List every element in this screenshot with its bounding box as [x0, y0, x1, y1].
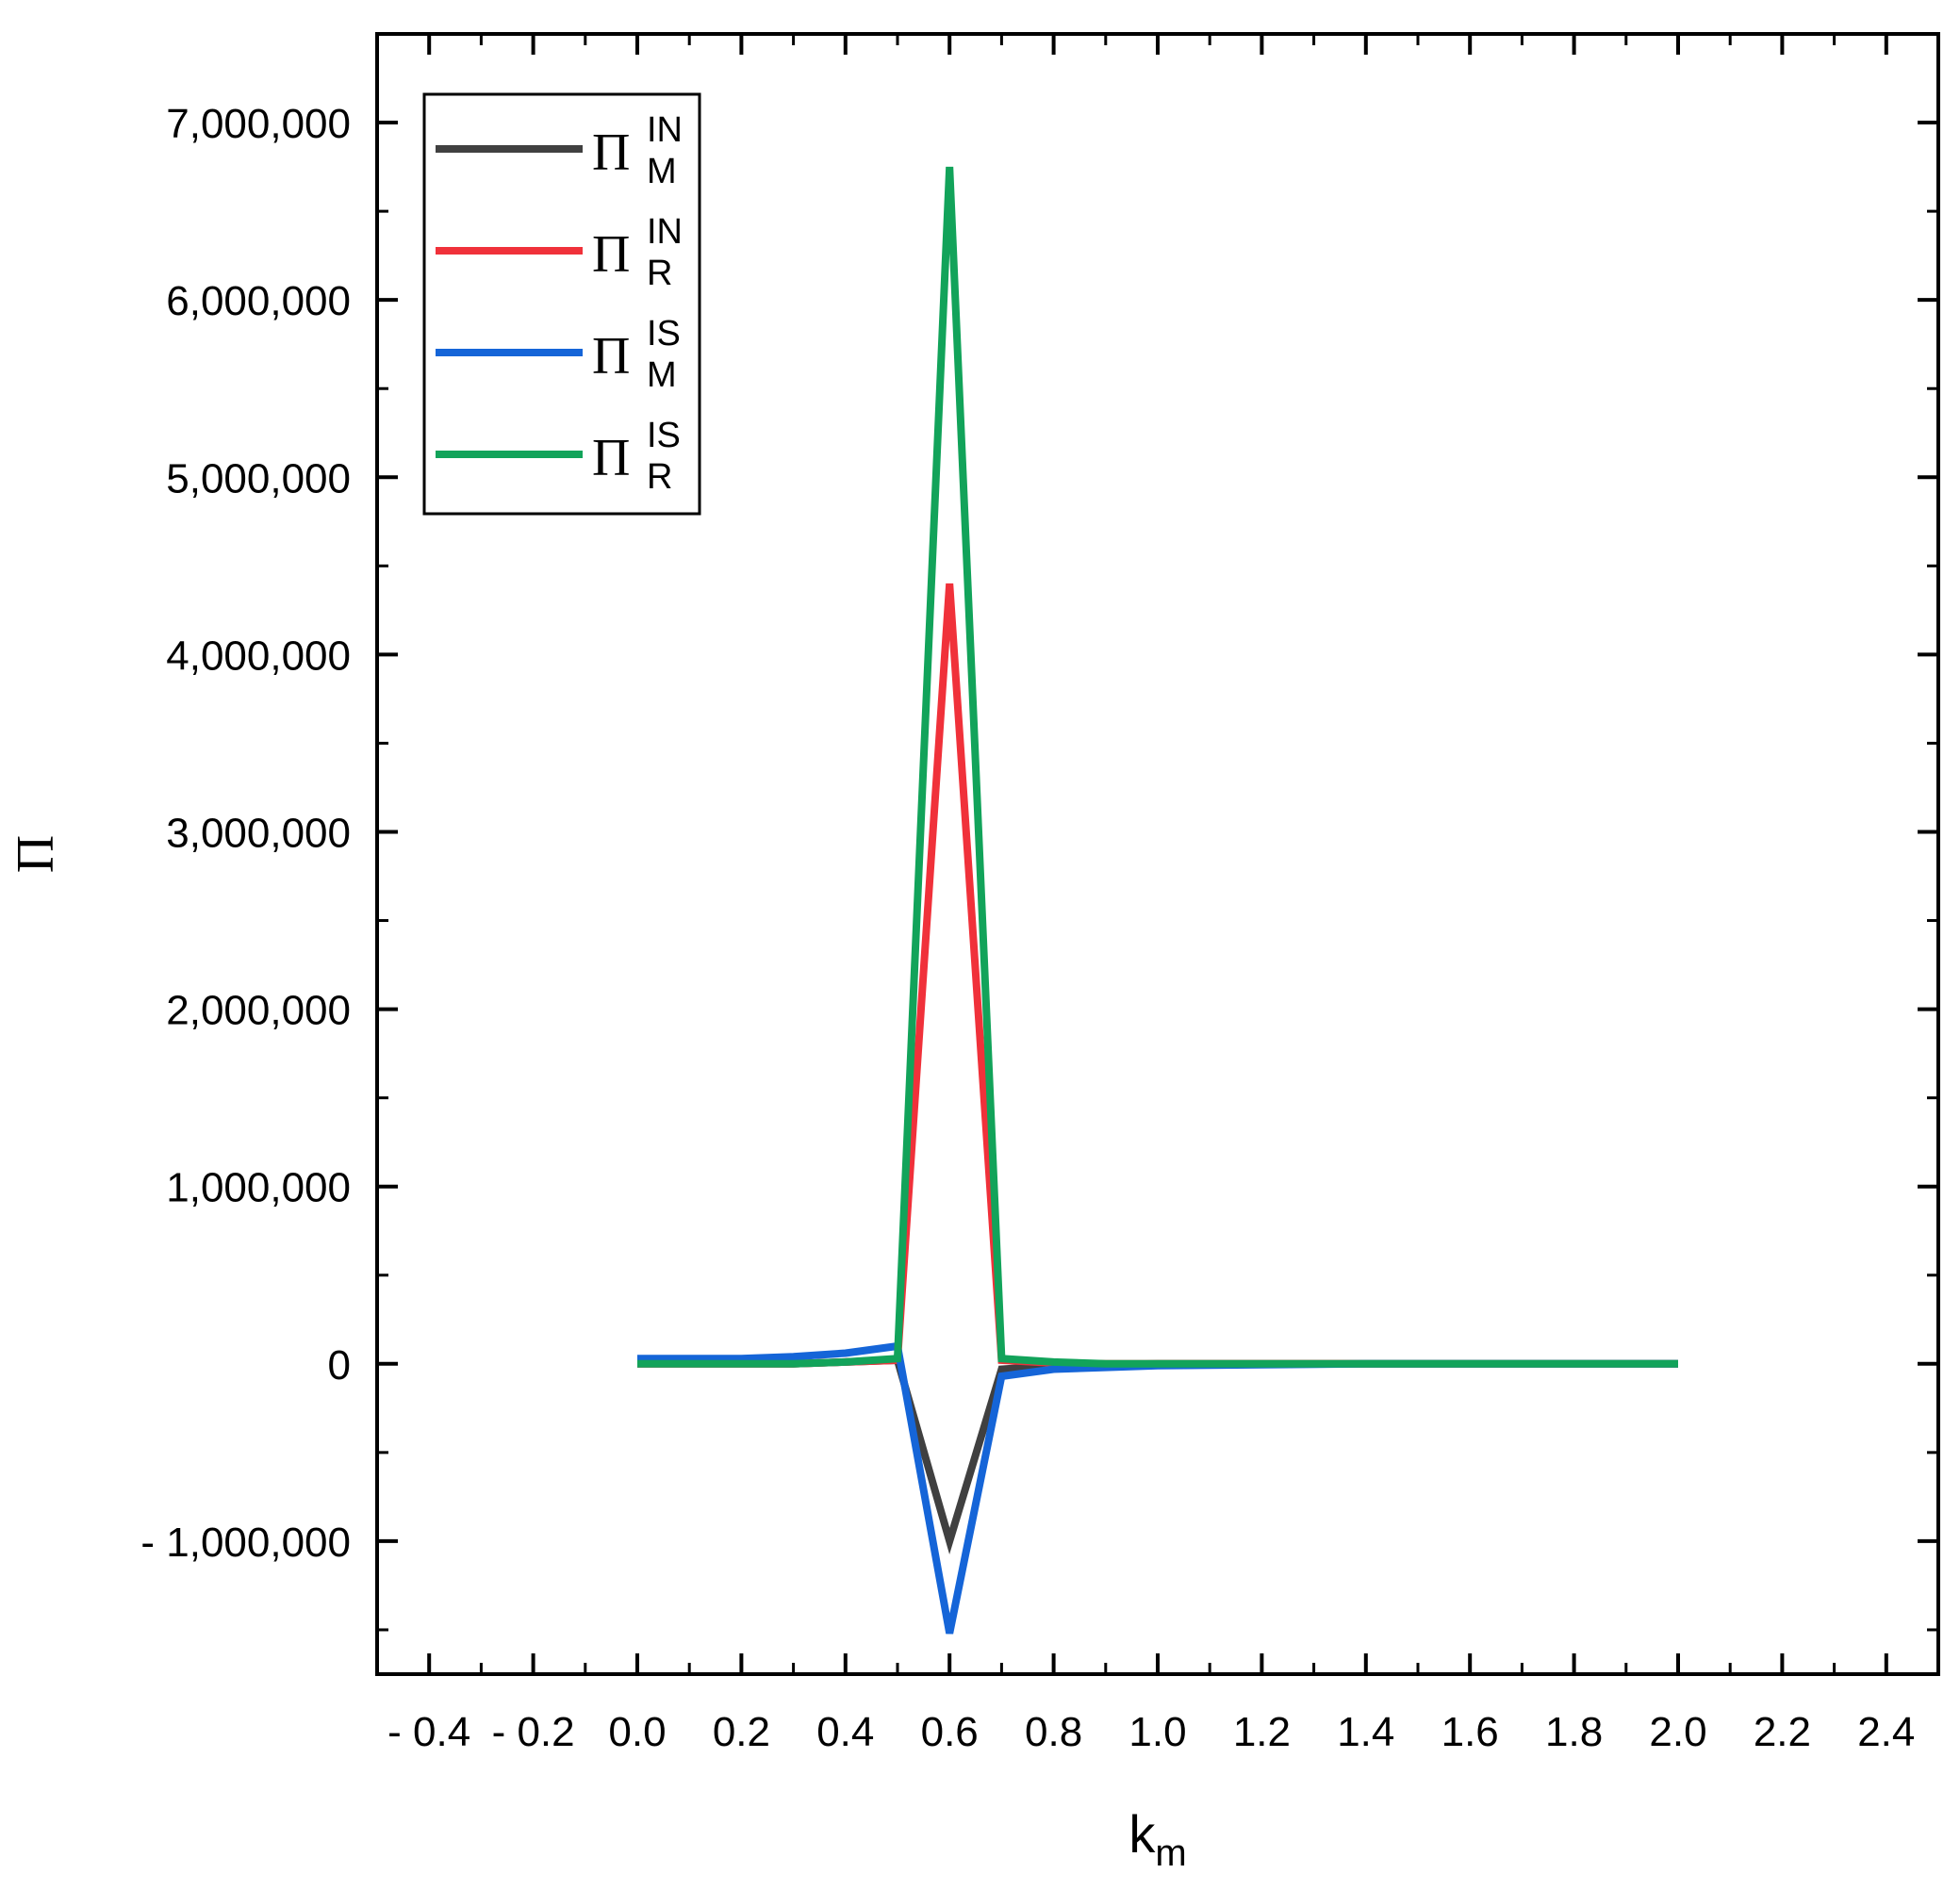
legend-sup-3: IS [647, 416, 681, 455]
series-line-1 [637, 583, 1678, 1368]
y-tick-label: 4,000,000 [166, 633, 351, 679]
x-tick-labels: - 0.4 - 0.2 0.0 0.2 0.4 0.6 0.8 1.0 1.2 1.4 1.6 1.8… [387, 1709, 1915, 1755]
series-lines [637, 166, 1678, 1635]
y-tick-label: 5,000,000 [166, 455, 351, 501]
legend-label-0: Π [592, 123, 630, 182]
y-tick-label: 2,000,000 [166, 988, 351, 1034]
series-line-0 [637, 1356, 1678, 1555]
legend-label-1: Π [592, 225, 630, 284]
x-tick-label: 1.8 [1545, 1709, 1603, 1755]
legend-label-3: Π [592, 429, 630, 487]
x-tick-label: 2.0 [1649, 1709, 1706, 1755]
legend-sub-3: R [647, 457, 672, 497]
x-tick-label: 1.0 [1128, 1709, 1186, 1755]
legend-sub-0: M [647, 152, 677, 191]
x-tick-label: 0.2 [713, 1709, 770, 1755]
y-tick-labels: - 1,000,000 0 1,000,000 2,000,000 3,000,000 4… [140, 101, 351, 1566]
x-tick-label: - 0.2 [492, 1709, 575, 1755]
plot-frame [375, 32, 1940, 1676]
x-tick-label: 1.6 [1441, 1709, 1499, 1755]
x-axis-title: km [1128, 1804, 1186, 1874]
y-tick-label: - 1,000,000 [140, 1520, 351, 1566]
x-tick-label: 1.2 [1233, 1709, 1291, 1755]
legend-sup-2: IS [647, 314, 681, 353]
y-tick-label: 0 [328, 1342, 351, 1389]
legend-sup-0: IN [647, 110, 683, 150]
x-tick-label: 0.4 [816, 1709, 874, 1755]
y-axis-title: Π [7, 835, 65, 873]
y-tick-label: 3,000,000 [166, 810, 351, 856]
y-tick-label: 7,000,000 [166, 101, 351, 147]
y-tick-label: 6,000,000 [166, 278, 351, 324]
x-tick-label: 0.8 [1025, 1709, 1082, 1755]
series-line-3 [637, 166, 1678, 1368]
legend-sup-1: IN [647, 212, 683, 252]
x-tick-label: - 0.4 [387, 1709, 470, 1755]
legend-sub-1: R [647, 254, 672, 293]
y-tick-label: 1,000,000 [166, 1165, 351, 1211]
x-tick-label: 2.4 [1857, 1709, 1915, 1755]
series-line-2 [637, 1341, 1678, 1635]
x-tick-label: 1.4 [1337, 1709, 1394, 1755]
x-tick-label: 2.2 [1754, 1709, 1811, 1755]
x-tick-label: 0.6 [921, 1709, 979, 1755]
legend-label-2: Π [592, 327, 630, 386]
legend-sub-2: M [647, 355, 677, 395]
legend-box [422, 92, 701, 516]
x-tick-label: 0.0 [608, 1709, 666, 1755]
tick-marks [377, 34, 1938, 1674]
